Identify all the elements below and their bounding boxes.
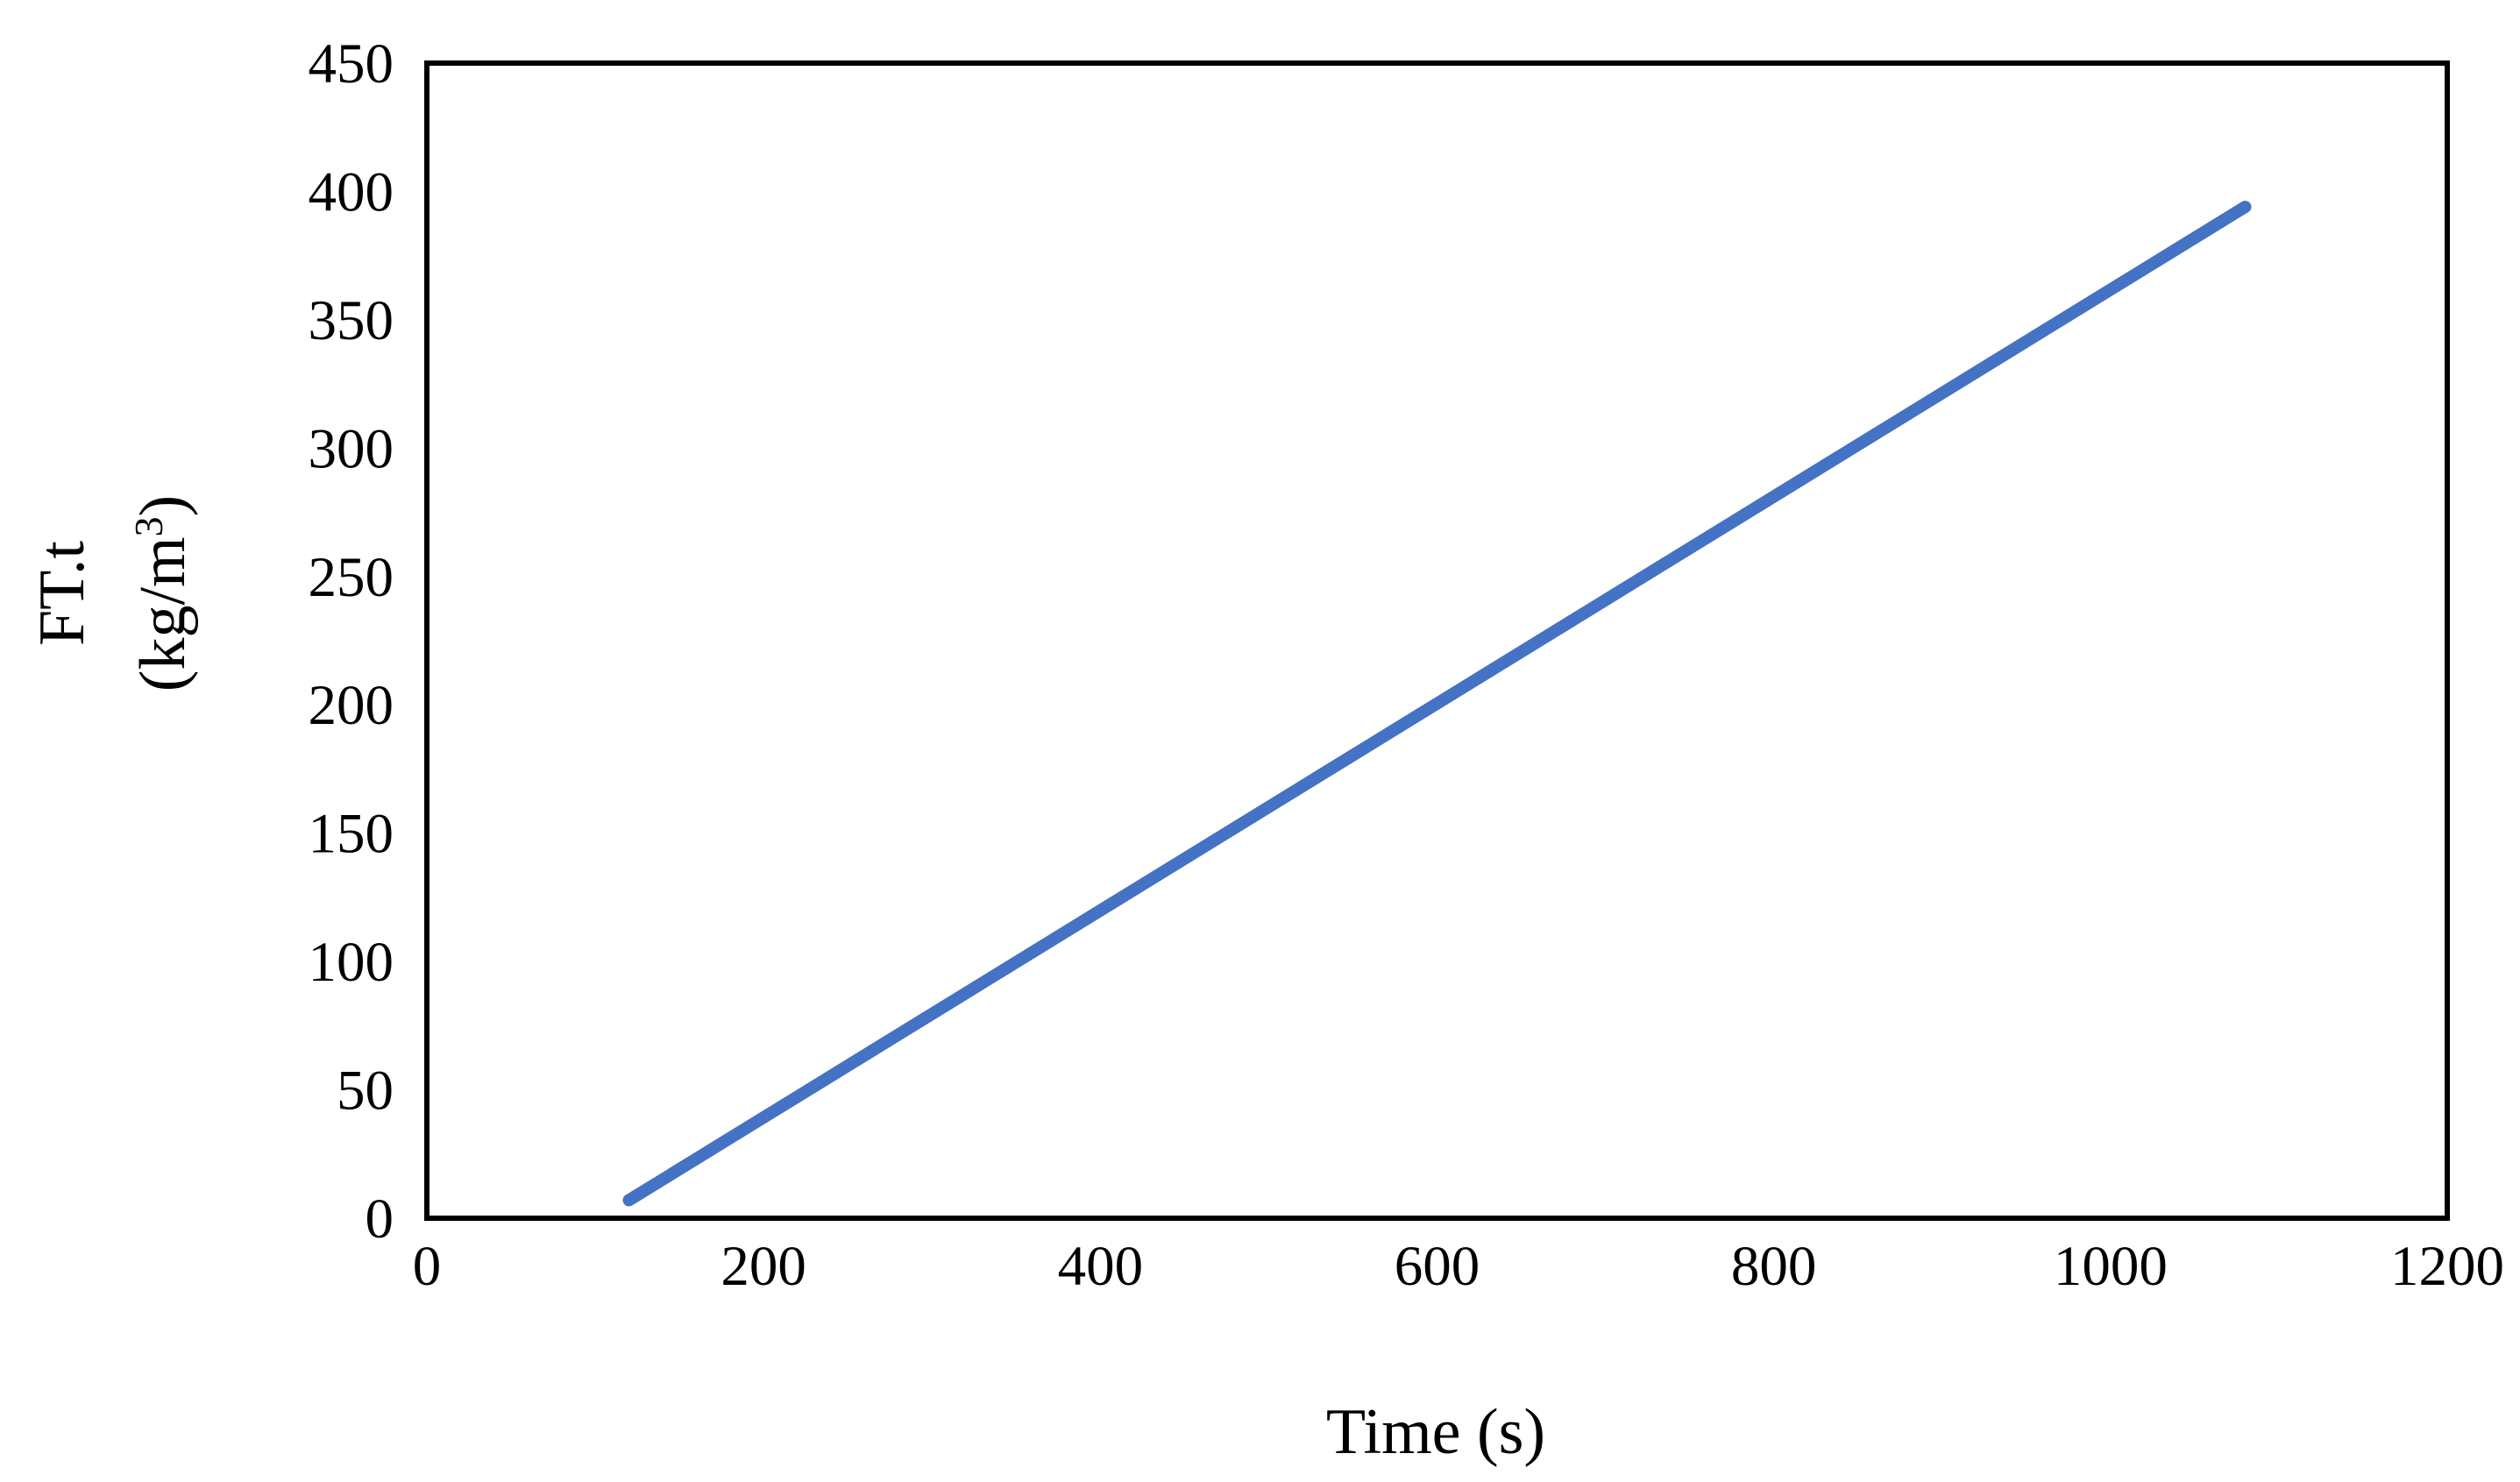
y-tick-label: 350 xyxy=(309,289,394,352)
y-tick-label: 300 xyxy=(309,417,394,480)
y-axis-title-line1: FT.t xyxy=(26,541,98,646)
x-axis-title: Time (s) xyxy=(1326,1396,1545,1468)
x-tick-label: 200 xyxy=(721,1235,806,1298)
plot-area-frame xyxy=(424,60,2450,1221)
y-tick-label: 50 xyxy=(337,1060,394,1123)
y-axis-unit: (kg/m xyxy=(127,536,199,691)
x-tick-label: 600 xyxy=(1395,1235,1480,1298)
y-tick-label: 150 xyxy=(309,803,394,866)
series-layer xyxy=(622,201,2252,1207)
series-line xyxy=(622,201,2252,1207)
x-tick-labels: 0 200 400 600 800 1000 1200 xyxy=(413,1235,2504,1298)
x-tick-label: 1200 xyxy=(2390,1235,2504,1298)
y-tick-label: 450 xyxy=(309,32,394,96)
x-tick-label: 800 xyxy=(1731,1235,1817,1298)
y-axis-unit-close: ) xyxy=(127,495,199,517)
x-tick-label: 0 xyxy=(413,1235,442,1298)
y-tick-label: 250 xyxy=(309,546,394,609)
y-tick-label: 400 xyxy=(309,160,394,223)
y-tick-labels: 0 50 100 150 200 250 300 350 400 450 xyxy=(309,32,394,1251)
y-tick-label: 100 xyxy=(309,931,394,994)
y-tick-label: 200 xyxy=(309,674,394,737)
x-tick-label: 400 xyxy=(1058,1235,1144,1298)
y-axis-title: FT.t (kg/m3) xyxy=(26,495,199,691)
y-axis-unit-superscript: 3 xyxy=(126,516,171,536)
y-tick-label: 0 xyxy=(366,1188,394,1251)
y-axis-title-line2: (kg/m3) xyxy=(126,495,200,691)
x-tick-label: 1000 xyxy=(2054,1235,2168,1298)
